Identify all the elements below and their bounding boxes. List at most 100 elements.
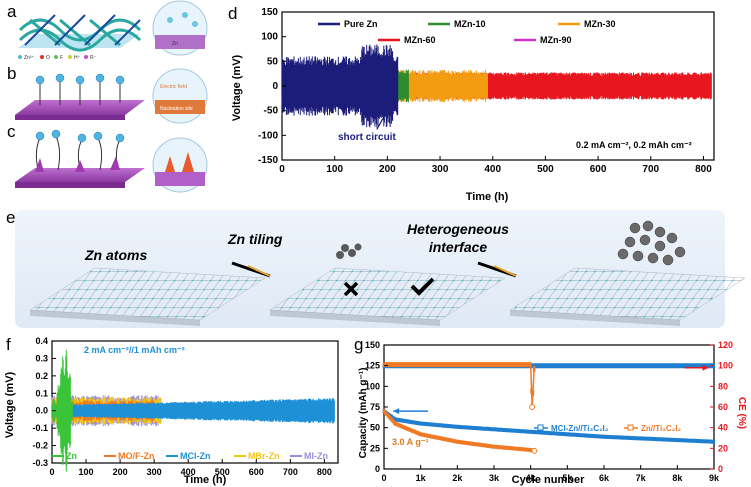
chart-g-ce-drop: [529, 364, 536, 408]
chart-d-legend-label: MZn-90: [540, 35, 572, 45]
chart-f-ytick-label: 0.1: [35, 388, 48, 398]
chart-d-ytick-label: -50: [264, 106, 279, 117]
chart-f-legend-label: MCl-Zn: [180, 451, 211, 461]
chart-g-ytick-label: 25: [370, 443, 380, 453]
chart-d-legend-label: MZn-10: [454, 19, 486, 29]
chart-g-xtick-label: 6k: [599, 473, 610, 483]
panel-label-f: f: [6, 335, 11, 354]
chart-d-ytick-label: -150: [258, 155, 278, 166]
chart-f-ytick-label: -0.1: [32, 423, 48, 433]
chart-g-y2tick-label: 20: [718, 443, 728, 453]
e-hetero-1: Heterogeneous: [407, 221, 509, 237]
chart-f-xtick-label: 400: [181, 467, 196, 477]
schematic-b: Electric field Nucleation site: [15, 68, 208, 124]
chart-g-plot-area: [382, 362, 716, 454]
chart-g-xtick-label: 8k: [672, 473, 683, 483]
e-hetero-2: interface: [429, 239, 488, 255]
legend-r: R⁻: [90, 55, 97, 61]
chart-d-condition: 0.2 mA cm⁻², 0.2 mAh cm⁻²: [576, 140, 692, 150]
chart-d-legend-label: MZn-30: [584, 19, 616, 29]
chart-g-y2tick-label: 60: [718, 402, 728, 412]
heterogeneous-cluster: [617, 220, 686, 266]
e-zn-tiling: Zn tiling: [227, 231, 283, 247]
chart-g-rate: 3.0 A g⁻¹: [392, 437, 429, 447]
chart-g-y2label: CE (%): [736, 397, 747, 429]
chart-d-short-circuit: short circuit: [338, 132, 396, 143]
chart-f-xtick-label: 800: [317, 467, 332, 477]
schematics-abc: Zn Zn²⁺ O F H⁺ R⁻ Electric field Nucleat…: [15, 0, 208, 193]
chart-d-ytick-label: 0: [272, 81, 278, 92]
check-icon: [410, 277, 435, 296]
schem-electric-label: Electric field: [160, 84, 187, 90]
chart-d-ytick-label: 100: [261, 32, 278, 43]
chart-d-plot-area: [281, 44, 712, 130]
chart-d-legend-label: MZn-60: [404, 35, 436, 45]
chart-f-xtick-label: 0: [49, 467, 54, 477]
chart-d-xtick-label: 300: [432, 164, 449, 175]
chart-g-ytick-label: 100: [365, 381, 380, 391]
chart-f-xtick-label: 100: [79, 467, 94, 477]
chart-g-xtick-label: 9k: [709, 473, 720, 483]
chart-d-xtick-label: 500: [537, 164, 554, 175]
chart-f-xtick-label: 500: [215, 467, 230, 477]
chart-g-ce-drop-point: [529, 404, 536, 410]
chart-g-legend-label: Zn//Ti₃C₂I₂: [641, 424, 681, 433]
chart-f-xlabel: Time (h): [184, 474, 227, 486]
chart-d-xtick-label: 600: [590, 164, 607, 175]
chart-g-y2tick-label: 40: [718, 423, 728, 433]
chart-f: 0 100 200 300 400 500 600 700 800 -0.3 -0.2 -0.1 0.0…: [4, 336, 339, 486]
chart-f-legend-label: MI-Zn: [304, 451, 328, 461]
panel-label-g: g: [354, 335, 364, 354]
chart-g-ytick-label: 75: [370, 402, 380, 412]
chart-d-xtick-label: 400: [484, 164, 501, 175]
chart-g-xtick-label: 2k: [452, 473, 463, 483]
chart-g-y2tick-label: 80: [718, 381, 728, 391]
chart-d-short-circuit-pointer: [376, 110, 388, 130]
chart-g-ytick-label: 50: [370, 423, 380, 433]
chart-g-capacity-zn: [382, 409, 536, 453]
chart-f-xtick-label: 700: [283, 467, 298, 477]
chart-d-xtick-label: 0: [279, 164, 285, 175]
chart-g-legend-marker: [627, 424, 634, 431]
chart-f-ytick-label: 0.3: [35, 353, 48, 363]
chart-g-ytick-label: 150: [365, 340, 380, 350]
chart-g-xtick-label: 0: [381, 473, 386, 483]
chart-g-cap-end-point: [531, 447, 538, 454]
cross-icon: [343, 281, 359, 297]
chart-d-xtick-label: 100: [326, 164, 343, 175]
chart-f-xtick-label: 600: [249, 467, 264, 477]
legend-f: F: [60, 55, 63, 61]
chart-g-xtick-label: 7k: [636, 473, 647, 483]
chart-g-xtick-label: 5k: [562, 473, 573, 483]
chart-g-legend-marker: [537, 424, 544, 431]
schematic-a: Zn Zn²⁺ O F H⁺ R⁻: [18, 0, 208, 61]
chart-f-ytick-label: -0.3: [32, 458, 48, 468]
chart-g-ytick-label: 0: [375, 464, 380, 474]
chart-d-ytick-label: -100: [258, 130, 278, 141]
legend-h: H⁺: [74, 55, 81, 61]
chart-d: 0 100 200 300 400 500 600 700 800 -150 -100 -50 0 50 1…: [231, 7, 715, 203]
chart-d-ytick-label: 50: [267, 56, 279, 67]
lattice-2: [269, 243, 506, 326]
chart-f-legend-label: Zn: [66, 451, 77, 461]
chart-d-ytick-label: 150: [261, 7, 278, 18]
legend-zn-ion: Zn²⁺: [24, 55, 35, 61]
chart-d-ylabel: Voltage (mV): [231, 54, 243, 121]
chart-f-ytick-label: 0.2: [35, 371, 48, 381]
chart-g-xlabel: Cycle number: [512, 474, 585, 486]
panel-label-d: d: [228, 4, 238, 23]
chart-d-legend-label: Pure Zn: [344, 19, 378, 29]
chart-g-y2tick-label: 0: [718, 464, 723, 474]
chart-f-legend-label: MO/F-Zn: [118, 451, 155, 461]
lattice-3: [509, 220, 746, 326]
chart-d-series-pure-zn: [281, 44, 399, 128]
chart-f-xtick-label: 300: [147, 467, 162, 477]
panel-label-c: c: [7, 122, 16, 141]
schem-nucleation-label: Nucleation site: [160, 106, 193, 112]
chart-d-xtick-label: 700: [642, 164, 659, 175]
chart-f-ytick-label: 0.0: [35, 406, 48, 416]
lattice-1: [29, 267, 266, 326]
chart-g-ce-zn: [382, 362, 536, 396]
chart-f-ylabel: Voltage (mV): [4, 371, 16, 438]
chart-f-ytick-label: 0.4: [35, 336, 48, 346]
